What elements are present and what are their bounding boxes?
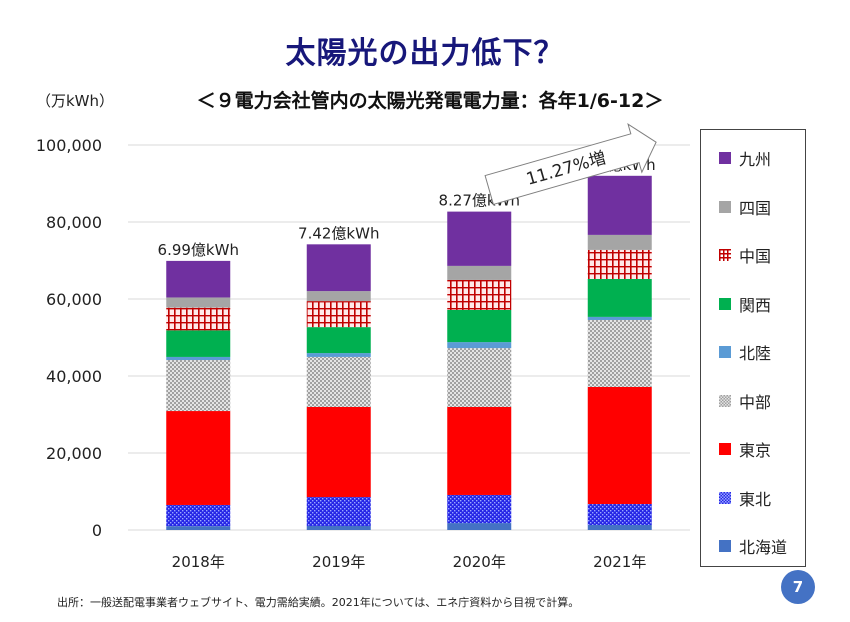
x-category-label: 2021年 [593, 553, 646, 571]
bar-segment-北陸 [587, 316, 652, 320]
y-tick-label: 100,000 [36, 136, 102, 155]
legend-label: 九州 [739, 150, 772, 169]
x-category-label: 2019年 [312, 553, 365, 571]
bar-total-label: 7.42億kWh [298, 224, 379, 242]
legend-item: 北陸 [719, 340, 771, 364]
annotations: 11.27%増 [484, 123, 657, 206]
legend-label: 中国 [739, 247, 772, 266]
legend-swatch [719, 443, 731, 455]
bar-segment-北海道 [587, 524, 652, 530]
bar-segment-東京 [166, 411, 231, 505]
legend-swatch [719, 297, 731, 310]
bar-segment-東北 [447, 494, 512, 524]
slide-title: 太陽光の出力低下？ [285, 36, 565, 71]
legend-item: 中部 [719, 389, 771, 413]
bar-segment-関西 [166, 330, 231, 357]
legend-item: 九州 [719, 146, 771, 170]
x-category-label: 2020年 [453, 553, 506, 571]
bar-labels: 6.99億kWh2018年7.42億kWh2019年8.27億kWh2020年9… [158, 156, 656, 571]
bar-segment-東京 [306, 406, 371, 498]
bar-segment-中国 [166, 307, 231, 331]
legend-swatch [719, 394, 731, 407]
bars [166, 175, 652, 530]
legend-item: 東北 [719, 486, 771, 510]
legend-swatch [719, 491, 731, 504]
bar-segment-九州 [306, 244, 371, 292]
legend-label: 東北 [739, 489, 772, 509]
bar-segment-北陸 [306, 353, 371, 357]
chart-legend: 九州四国中国関西北陸中部東京東北北海道 [700, 129, 806, 567]
legend-swatch [719, 249, 731, 261]
arrow-shape [484, 123, 657, 206]
legend-label: 北海道 [739, 538, 788, 557]
legend-label: 北陸 [739, 344, 772, 363]
legend-label: 中部 [739, 392, 772, 412]
legend-item: 中国 [719, 243, 771, 267]
legend-item: 四国 [719, 195, 771, 219]
bar-segment-東北 [587, 504, 652, 525]
legend-item: 東京 [719, 437, 771, 461]
source-footnote: 出所：一般送配電事業者ウェブサイト、電力需給実績。2021年については、エネ庁資… [57, 596, 580, 609]
bar-segment-関西 [447, 309, 512, 343]
bar-segment-北陸 [447, 342, 512, 349]
bar-segment-中部 [447, 348, 512, 407]
bar-segment-九州 [166, 260, 231, 298]
page-number-badge: 7 [781, 570, 815, 604]
bar-segment-東京 [587, 386, 652, 505]
bar-segment-中国 [306, 301, 371, 328]
legend-item: 関西 [719, 292, 771, 316]
bar-segment-中部 [166, 360, 231, 412]
y-axis-unit-label: （万kWh） [36, 92, 115, 110]
y-axis-ticks: 0 20,000 40,000 60,000 80,000 100,000 [36, 136, 102, 540]
chart-subtitle: ＜９電力会社管内の太陽光発電電力量：各年1/6-12＞ [196, 90, 664, 112]
bar-segment-四国 [447, 265, 512, 280]
bar-segment-関西 [587, 278, 652, 317]
bar-segment-東京 [447, 406, 512, 495]
legend-swatch [719, 346, 731, 358]
bar-segment-北陸 [166, 356, 231, 361]
bar-segment-四国 [166, 297, 231, 308]
bar-segment-東北 [166, 504, 231, 527]
legend-swatch [719, 152, 731, 164]
y-tick-label: 80,000 [46, 213, 102, 232]
bar-segment-中国 [587, 249, 652, 279]
bar-segment-北海道 [166, 526, 231, 530]
increase-arrow: 11.27%増 [484, 123, 657, 206]
x-category-label: 2018年 [172, 553, 225, 571]
legend-swatch [719, 200, 731, 213]
legend-label: 東京 [739, 441, 772, 460]
y-tick-label: 40,000 [46, 367, 102, 386]
y-tick-label: 20,000 [46, 444, 102, 463]
bar-segment-関西 [306, 327, 371, 354]
y-tick-label: 60,000 [46, 290, 102, 309]
bar-segment-九州 [587, 175, 652, 235]
bar-total-label: 6.99億kWh [158, 241, 239, 259]
bar-segment-東北 [306, 497, 371, 526]
bar-segment-九州 [447, 211, 512, 266]
bar-segment-中部 [587, 319, 652, 387]
bar-segment-四国 [306, 291, 371, 302]
legend-label: 四国 [739, 198, 772, 218]
legend-item: 北海道 [719, 534, 787, 558]
bar-segment-中部 [306, 356, 371, 407]
bar-segment-北海道 [306, 525, 371, 530]
legend-swatch [719, 540, 731, 552]
bar-segment-北海道 [447, 523, 512, 530]
bar-segment-中国 [447, 279, 512, 310]
legend-label: 関西 [739, 295, 772, 315]
bar-segment-四国 [587, 234, 652, 250]
y-tick-label: 0 [92, 521, 102, 540]
